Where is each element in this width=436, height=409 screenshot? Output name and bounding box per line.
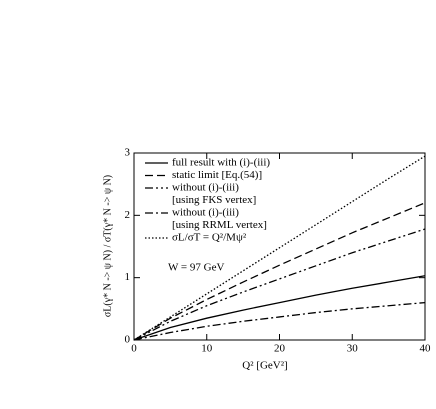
x-tick-label: 30 [347, 343, 359, 355]
legend-label: without (i)-(iii) [172, 207, 239, 219]
y-tick-label: 1 [125, 271, 131, 283]
series-line [133, 228, 426, 341]
legend-note: [using RRML vertex] [172, 219, 267, 231]
legend-label: full result with (i)-(iii) [172, 157, 270, 169]
legend-label: without (i)-(iii) [172, 182, 239, 194]
legend-label: σL/σT = Q²/Mψ² [172, 232, 247, 244]
x-tick-label: 20 [274, 343, 286, 355]
y-tick-label: 0 [125, 334, 131, 346]
x-tick-label: 0 [131, 343, 137, 355]
series-line [133, 275, 426, 341]
y-tick-label: 2 [125, 209, 131, 221]
x-tick-label: 40 [420, 343, 432, 355]
y-axis-label: σL(γ* N -> ψ N) / σT(γ* N -> ψ N) [102, 175, 113, 317]
series-line [133, 301, 426, 341]
legend-note: [using FKS vertex] [172, 194, 256, 206]
legend-label: static limit [Eq.(54)] [172, 169, 262, 181]
series-line [133, 202, 426, 341]
x-tick-label: 10 [201, 343, 213, 355]
y-tick-label: 3 [125, 147, 131, 159]
annotation: W = 97 GeV [168, 262, 224, 274]
x-axis-label: Q² [GeV²] [242, 360, 287, 372]
series-line [133, 155, 426, 341]
